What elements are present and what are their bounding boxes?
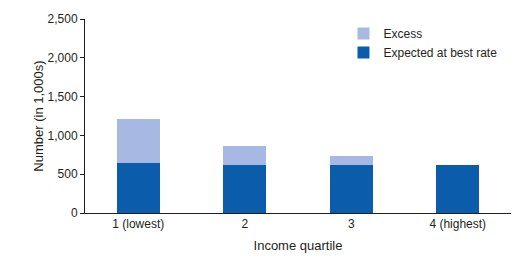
svg-text:3: 3 [348,217,355,231]
svg-text:1 (lowest): 1 (lowest) [112,217,164,231]
svg-text:Income quartile: Income quartile [254,238,343,253]
svg-text:Expected at best rate: Expected at best rate [383,46,497,60]
svg-text:2: 2 [241,217,248,231]
svg-text:0: 0 [71,206,78,220]
svg-text:500: 500 [58,167,78,181]
svg-text:Excess: Excess [383,27,422,41]
svg-text:1,500: 1,500 [48,90,78,104]
svg-text:2,500: 2,500 [48,12,78,26]
svg-text:2,000: 2,000 [48,51,78,65]
svg-text:1,000: 1,000 [48,129,78,143]
svg-text:Number (in 1,000s): Number (in 1,000s) [31,60,46,171]
svg-text:4 (highest): 4 (highest) [429,217,486,231]
